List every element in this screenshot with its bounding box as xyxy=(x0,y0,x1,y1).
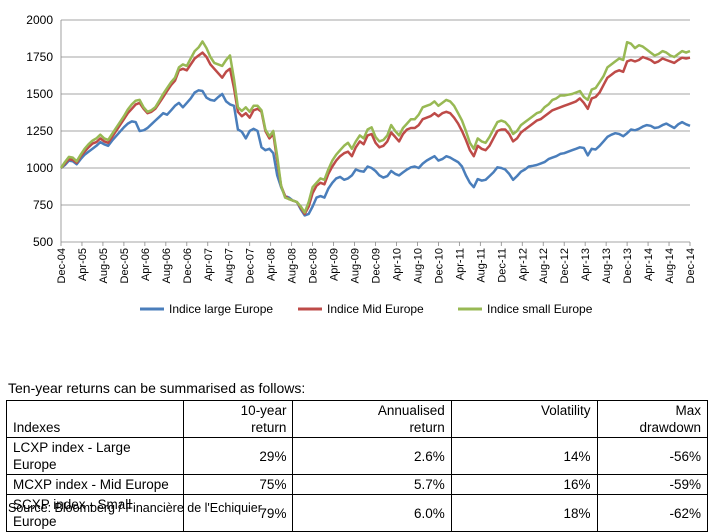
source-note: Source: Bloomberg / Financière de l'Echi… xyxy=(8,501,262,515)
x-tick-label: Aug-09 xyxy=(350,248,362,283)
x-tick-label: Dec-04 xyxy=(56,248,68,283)
x-tick-label: Dec-05 xyxy=(119,248,131,283)
header-max-drawdown: Max drawdown xyxy=(596,400,708,438)
x-tick-label: Apr-09 xyxy=(329,248,341,281)
x-tick-label: Apr-11 xyxy=(454,248,466,280)
cell-annualised: 2.6% xyxy=(292,437,452,475)
cell-ten-year: 75% xyxy=(182,474,294,495)
series-line xyxy=(60,51,691,216)
x-tick-label: Aug-12 xyxy=(538,248,550,283)
x-tick-label: Apr-10 xyxy=(391,248,403,281)
chart-gridlines xyxy=(61,19,690,206)
header-ten-year-return: 10-year return xyxy=(182,400,294,438)
cell-volatility: 14% xyxy=(450,437,598,475)
x-tick-label: Dec-10 xyxy=(433,248,445,283)
summary-text: Ten-year returns can be summarised as fo… xyxy=(8,380,306,396)
series-line xyxy=(59,40,691,214)
chart-legend: Indice large Europe Indice Mid Europe Indi… xyxy=(140,302,593,316)
x-tick-label: Aug-11 xyxy=(475,248,487,283)
cell-drawdown: -59% xyxy=(596,474,708,495)
x-tick-label: Apr-06 xyxy=(140,248,152,281)
x-tick-label: Aug-07 xyxy=(224,248,236,283)
table-row: LCXP index - Large Europe 29% 2.6% 14% -… xyxy=(6,437,708,475)
x-tick-label: Dec-09 xyxy=(371,248,383,283)
cell-index: LCXP index - Large Europe xyxy=(6,437,184,475)
cell-drawdown: -62% xyxy=(596,494,708,532)
cell-ten-year: 79% xyxy=(182,494,294,532)
x-tick-label: Dec-11 xyxy=(496,248,508,283)
cell-annualised: 5.7% xyxy=(292,474,452,495)
y-tick-label: 1250 xyxy=(26,124,53,138)
x-tick-label: Dec-07 xyxy=(245,248,257,283)
table-row: SCXP index - Small Europe 79% 6.0% 18% -… xyxy=(6,494,708,532)
x-tick-label: Dec-06 xyxy=(182,248,194,283)
chart-series xyxy=(59,40,691,217)
y-tick-label: 2000 xyxy=(26,13,53,27)
legend-label: Indice small Europe xyxy=(487,302,593,316)
series-line xyxy=(60,89,691,217)
returns-line-chart: 500 750 1000 1250 1500 1750 2000 Dec-04 Apr-05 A… xyxy=(26,13,697,316)
x-tick-label: Apr-08 xyxy=(266,248,278,281)
cell-volatility: 16% xyxy=(450,474,598,495)
x-tick-label: Dec-14 xyxy=(685,248,697,283)
cell-drawdown: -56% xyxy=(596,437,708,475)
x-axis: Dec-04 Apr-05 Aug-05 Dec-05 Apr-06 Aug-06 Dec-… xyxy=(56,241,697,283)
header-indexes: Indexes xyxy=(6,400,184,438)
y-tick-label: 500 xyxy=(33,235,53,249)
x-tick-label: Apr-07 xyxy=(203,248,215,281)
x-tick-label: Apr-14 xyxy=(643,248,655,281)
y-axis: 500 750 1000 1250 1500 1750 2000 xyxy=(26,13,62,249)
header-volatility: Volatility xyxy=(450,400,598,438)
cell-annualised: 6.0% xyxy=(292,494,452,532)
x-tick-label: Aug-14 xyxy=(664,248,676,283)
x-tick-label: Apr-12 xyxy=(517,248,529,281)
returns-table: Indexes 10-year return Annualised return V… xyxy=(6,400,708,532)
y-tick-label: 1750 xyxy=(26,50,53,64)
cell-volatility: 18% xyxy=(450,494,598,532)
x-tick-label: Apr-05 xyxy=(77,248,89,281)
cell-index: MCXP index - Mid Europe xyxy=(6,474,184,495)
x-tick-label: Aug-06 xyxy=(161,248,173,283)
y-tick-label: 1500 xyxy=(26,87,53,101)
x-tick-label: Aug-08 xyxy=(287,248,299,283)
x-tick-label: Dec-13 xyxy=(622,248,634,283)
legend-label: Indice large Europe xyxy=(169,302,273,316)
x-tick-label: Apr-13 xyxy=(580,248,592,281)
x-tick-label: Aug-10 xyxy=(412,248,424,283)
table-header-row: Indexes 10-year return Annualised return V… xyxy=(6,400,708,438)
y-tick-label: 1000 xyxy=(26,161,53,175)
legend-label: Indice Mid Europe xyxy=(327,302,424,316)
header-annualised-return: Annualised return xyxy=(292,400,452,438)
cell-ten-year: 29% xyxy=(182,437,294,475)
y-tick-label: 750 xyxy=(33,198,53,212)
table-row: MCXP index - Mid Europe 75% 5.7% 16% -59… xyxy=(6,474,708,495)
x-tick-label: Dec-12 xyxy=(559,248,571,283)
x-tick-label: Dec-08 xyxy=(308,248,320,283)
x-tick-label: Aug-05 xyxy=(98,248,110,283)
x-tick-label: Aug-13 xyxy=(601,248,613,283)
